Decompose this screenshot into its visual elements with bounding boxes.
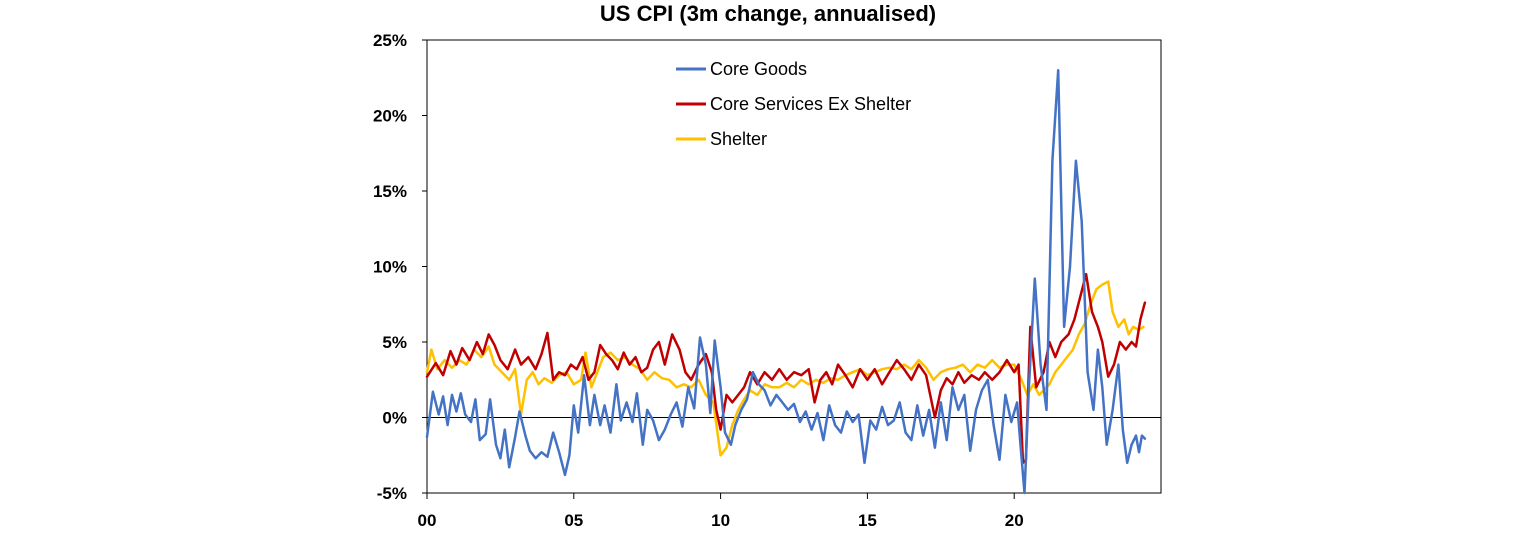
y-axis: -5% 0% 5% 10% 15% 20% 25% (373, 31, 427, 503)
series-line-core-goods (425, 68, 1147, 495)
y-tick-label: 0% (382, 409, 407, 428)
series-layer (425, 68, 1147, 495)
series-line-core-services-ex-shelter (425, 272, 1147, 465)
legend-label-shelter: Shelter (710, 129, 767, 149)
x-axis: 00 05 10 15 20 (418, 493, 1024, 530)
y-tick-label: 10% (373, 258, 407, 277)
y-tick-label: 15% (373, 182, 407, 201)
y-tick-label: 20% (373, 107, 407, 126)
x-tick-label: 20 (1005, 511, 1024, 530)
y-tick-label: -5% (377, 484, 407, 503)
x-tick-label: 05 (564, 511, 583, 530)
legend-label-core-goods: Core Goods (710, 59, 807, 79)
y-tick-label: 25% (373, 31, 407, 50)
y-tick-label: 5% (382, 333, 407, 352)
x-tick-label: 10 (711, 511, 730, 530)
legend: Core Goods Core Services Ex Shelter Shelte… (676, 59, 911, 149)
x-tick-label: 15 (858, 511, 877, 530)
chart-title: US CPI (3m change, annualised) (600, 1, 936, 26)
legend-label-core-services-ex-shelter: Core Services Ex Shelter (710, 94, 911, 114)
x-tick-label: 00 (418, 511, 437, 530)
